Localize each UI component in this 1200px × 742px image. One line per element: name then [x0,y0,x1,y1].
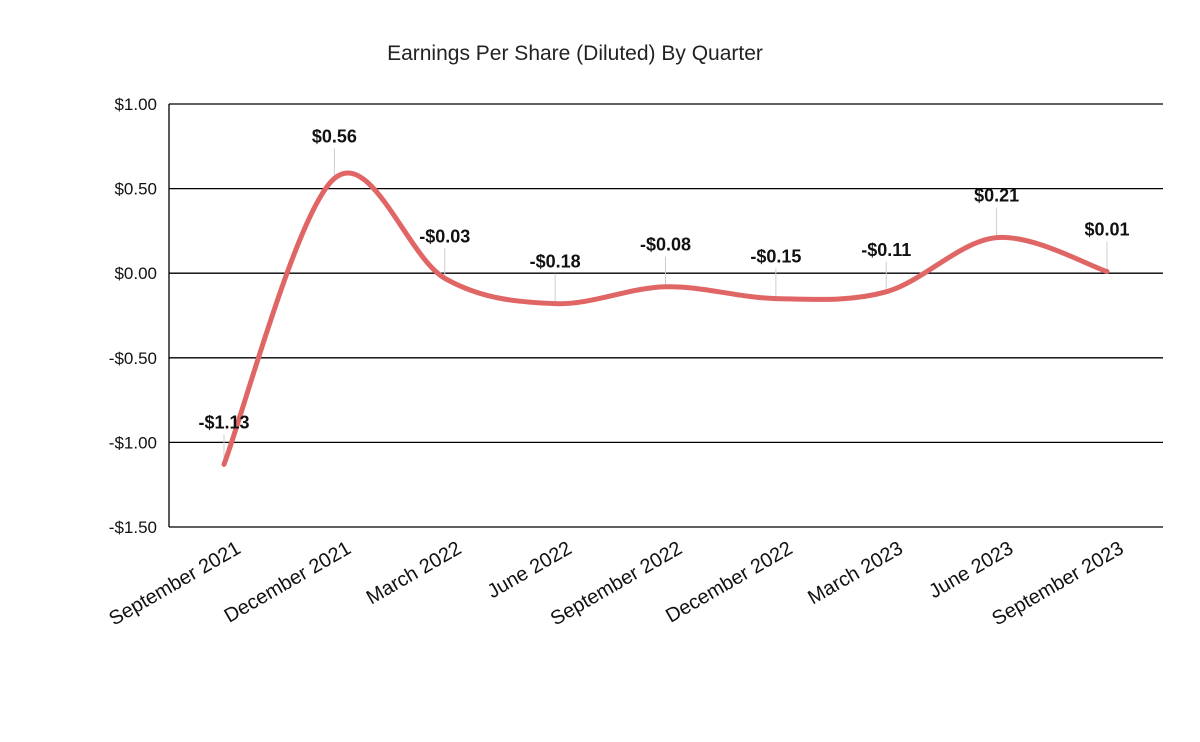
x-tick-label: March 2022 [363,537,465,609]
data-label-leaders [223,148,1108,465]
data-label: -$0.03 [419,226,470,246]
data-label: -$0.08 [640,235,691,255]
series-line-layer [221,170,1110,467]
data-label: -$0.11 [861,240,911,260]
y-tick-label: -$0.50 [109,349,157,368]
x-tick-label: September 2021 [105,537,244,630]
x-tick-label: June 2022 [484,537,576,603]
y-tick-label: $0.00 [114,264,157,283]
chart-title: Earnings Per Share (Diluted) By Quarter [387,42,763,65]
x-tick-label: June 2023 [925,537,1017,603]
data-label: -$1.13 [198,412,249,432]
y-tick-label: $1.00 [114,95,157,114]
data-label: -$0.18 [530,252,581,272]
eps-series-line [221,170,1110,467]
data-label: -$0.15 [750,247,801,267]
data-label: $0.21 [974,186,1019,206]
grid-lines [168,103,1163,528]
y-axis-ticks: $1.00 $0.50 $0.00 -$0.50 -$1.00 -$1.50 [109,95,157,537]
y-tick-label: -$1.50 [109,518,157,537]
y-tick-label: -$1.00 [109,433,157,452]
data-labels: -$1.13 $0.56 -$0.03 -$0.18 -$0.08 -$0.15 -$0.1… [198,126,1129,432]
data-label: $0.01 [1084,220,1129,240]
data-label: $0.56 [312,126,357,146]
y-tick-label: $0.50 [114,180,157,199]
x-tick-label: March 2023 [804,537,906,609]
